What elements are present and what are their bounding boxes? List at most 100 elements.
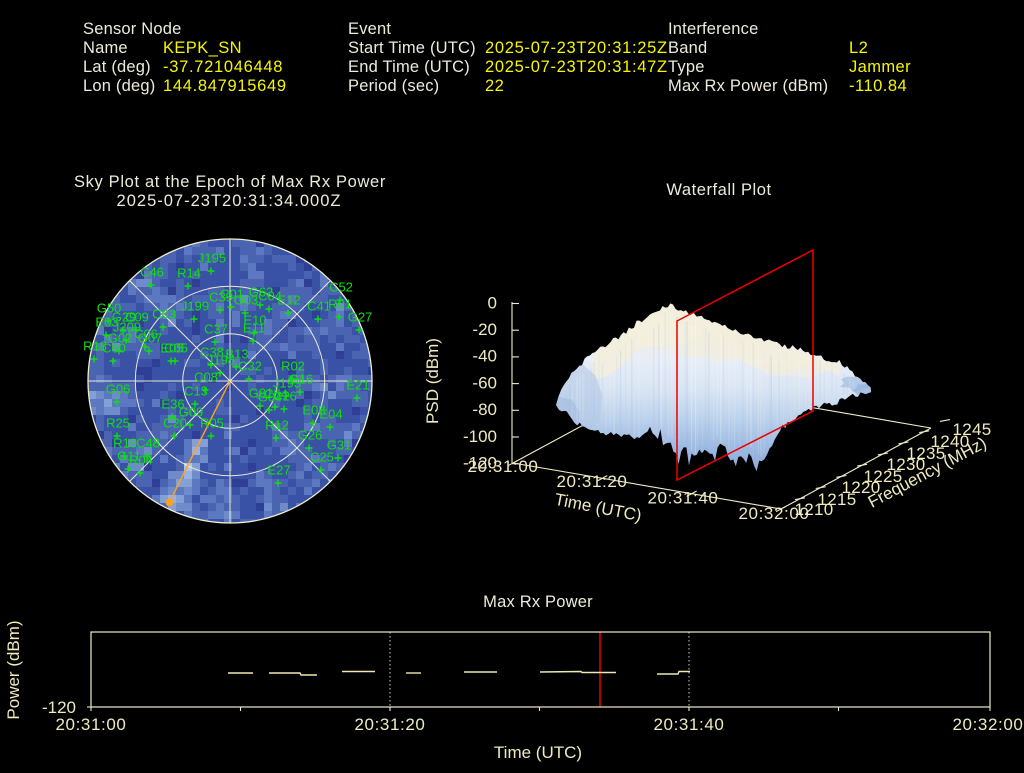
svg-text:20:32:00: 20:32:00 bbox=[739, 504, 810, 523]
svg-text:Interference: Interference bbox=[668, 20, 758, 38]
svg-text:C54: C54 bbox=[264, 387, 288, 402]
svg-text:C37: C37 bbox=[204, 322, 228, 337]
svg-text:22: 22 bbox=[485, 77, 504, 95]
svg-text:1235: 1235 bbox=[906, 444, 945, 463]
svg-text:-60: -60 bbox=[472, 373, 497, 392]
svg-text:C01: C01 bbox=[220, 287, 244, 302]
svg-text:Band: Band bbox=[668, 39, 707, 57]
svg-text:B13: B13 bbox=[225, 347, 248, 362]
svg-text:G04: G04 bbox=[258, 390, 283, 405]
svg-text:Waterfall Plot: Waterfall Plot bbox=[666, 181, 771, 199]
svg-text:E12: E12 bbox=[277, 293, 300, 308]
svg-text:E05: E05 bbox=[160, 341, 183, 356]
svg-text:L2: L2 bbox=[849, 39, 868, 57]
svg-text:2025-07-23T20:31:34.000Z: 2025-07-23T20:31:34.000Z bbox=[117, 192, 342, 210]
svg-text:C25: C25 bbox=[310, 450, 334, 465]
svg-text:G62: G62 bbox=[249, 285, 274, 300]
svg-text:-120: -120 bbox=[463, 454, 497, 473]
svg-text:C63: C63 bbox=[152, 307, 176, 322]
svg-text:G31: G31 bbox=[327, 438, 352, 453]
svg-text:C06: C06 bbox=[134, 327, 158, 342]
svg-text:J199: J199 bbox=[181, 299, 209, 314]
svg-text:E11: E11 bbox=[243, 321, 265, 336]
svg-text:Sensor Node: Sensor Node bbox=[83, 20, 182, 38]
svg-text:20:32:00: 20:32:00 bbox=[953, 715, 1024, 734]
svg-text:G03: G03 bbox=[234, 293, 259, 308]
svg-text:G26: G26 bbox=[298, 428, 323, 443]
svg-text:C05: C05 bbox=[164, 341, 188, 356]
svg-text:20:31:00: 20:31:00 bbox=[468, 457, 539, 476]
svg-text:End Time (UTC): End Time (UTC) bbox=[348, 58, 470, 76]
svg-text:C46: C46 bbox=[140, 265, 164, 280]
svg-text:C32: C32 bbox=[238, 359, 262, 374]
svg-text:E10: E10 bbox=[243, 313, 266, 328]
svg-text:Max Rx Power (dBm): Max Rx Power (dBm) bbox=[668, 77, 828, 95]
svg-text:KEPK_SN: KEPK_SN bbox=[163, 39, 242, 57]
svg-text:20:31:20: 20:31:20 bbox=[355, 715, 426, 734]
svg-text:C04: C04 bbox=[258, 289, 282, 304]
svg-text:1240: 1240 bbox=[930, 432, 969, 451]
svg-text:R05: R05 bbox=[200, 416, 224, 431]
svg-text:G06: G06 bbox=[106, 382, 131, 397]
svg-text:C39: C39 bbox=[209, 290, 233, 305]
svg-text:20:31:20: 20:31:20 bbox=[557, 472, 628, 491]
svg-text:E04: E04 bbox=[319, 407, 342, 422]
svg-text:C13: C13 bbox=[184, 384, 208, 399]
svg-text:R01: R01 bbox=[328, 297, 352, 312]
svg-text:1225: 1225 bbox=[863, 467, 902, 486]
svg-text:E08: E08 bbox=[302, 403, 325, 418]
svg-text:G16: G16 bbox=[289, 372, 314, 387]
svg-text:-20: -20 bbox=[472, 320, 497, 339]
svg-text:Max Rx Power: Max Rx Power bbox=[483, 593, 593, 611]
svg-text:G29: G29 bbox=[112, 310, 137, 325]
svg-text:E36: E36 bbox=[161, 397, 184, 412]
svg-text:R25: R25 bbox=[106, 416, 130, 431]
svg-text:20:31:40: 20:31:40 bbox=[648, 489, 719, 508]
svg-text:J209: J209 bbox=[113, 320, 141, 335]
svg-text:0: 0 bbox=[488, 293, 497, 312]
svg-text:2025-07-23T20:31:47Z: 2025-07-23T20:31:47Z bbox=[485, 58, 668, 76]
svg-text:-40: -40 bbox=[472, 347, 497, 366]
svg-text:C08: C08 bbox=[194, 370, 218, 385]
svg-text:C09: C09 bbox=[125, 310, 149, 325]
svg-text:1230: 1230 bbox=[886, 455, 925, 474]
svg-text:G09: G09 bbox=[179, 405, 204, 420]
svg-text:G07: G07 bbox=[138, 331, 163, 346]
svg-text:R12: R12 bbox=[265, 418, 289, 433]
svg-text:Power (dBm): Power (dBm) bbox=[4, 620, 23, 719]
svg-text:2025-07-23T20:31:25Z: 2025-07-23T20:31:25Z bbox=[485, 39, 668, 57]
svg-text:C48: C48 bbox=[136, 436, 160, 451]
svg-text:R18: R18 bbox=[83, 339, 107, 354]
svg-text:G50: G50 bbox=[97, 301, 122, 316]
svg-text:Jammer: Jammer bbox=[849, 58, 911, 76]
svg-text:1220: 1220 bbox=[841, 478, 880, 497]
svg-text:E27: E27 bbox=[267, 463, 290, 478]
svg-text:Time (UTC): Time (UTC) bbox=[494, 743, 582, 762]
svg-text:Lon (deg): Lon (deg) bbox=[83, 77, 155, 95]
svg-text:-37.721046448: -37.721046448 bbox=[163, 58, 283, 76]
svg-text:Name: Name bbox=[83, 39, 128, 57]
svg-text:C20: C20 bbox=[163, 416, 187, 431]
svg-text:C60: C60 bbox=[102, 341, 126, 356]
svg-text:1245: 1245 bbox=[952, 420, 991, 439]
svg-text:Start Time (UTC): Start Time (UTC) bbox=[348, 39, 476, 57]
svg-text:R19: R19 bbox=[113, 436, 137, 451]
svg-text:C52: C52 bbox=[329, 280, 353, 295]
svg-text:R04: R04 bbox=[129, 453, 153, 468]
svg-text:20:31:40: 20:31:40 bbox=[654, 715, 725, 734]
svg-text:J198: J198 bbox=[207, 353, 235, 368]
svg-text:C41: C41 bbox=[307, 299, 331, 314]
svg-text:E21: E21 bbox=[346, 378, 369, 393]
svg-text:1215: 1215 bbox=[817, 490, 856, 509]
svg-text:Period (sec): Period (sec) bbox=[348, 77, 439, 95]
svg-text:20:31:00: 20:31:00 bbox=[56, 715, 127, 734]
svg-text:C38: C38 bbox=[200, 345, 224, 360]
svg-text:-110.84: -110.84 bbox=[849, 77, 907, 95]
svg-text:R02: R02 bbox=[281, 359, 305, 374]
svg-text:1210: 1210 bbox=[794, 500, 833, 519]
svg-text:-120: -120 bbox=[42, 698, 76, 717]
svg-text:144.847915649: 144.847915649 bbox=[163, 77, 287, 95]
svg-text:Event: Event bbox=[348, 20, 391, 38]
svg-text:E03: E03 bbox=[95, 315, 118, 330]
svg-text:R14: R14 bbox=[177, 266, 201, 281]
